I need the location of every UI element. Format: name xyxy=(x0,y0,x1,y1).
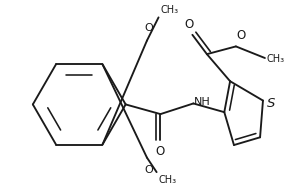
Text: O: O xyxy=(145,23,153,33)
Text: O: O xyxy=(237,29,246,42)
Text: O: O xyxy=(185,18,194,31)
Text: CH₃: CH₃ xyxy=(159,175,177,185)
Text: CH₃: CH₃ xyxy=(161,4,179,15)
Text: NH: NH xyxy=(194,97,211,108)
Text: O: O xyxy=(145,165,153,175)
Text: O: O xyxy=(156,145,165,158)
Text: S: S xyxy=(267,97,275,110)
Text: CH₃: CH₃ xyxy=(267,54,285,64)
